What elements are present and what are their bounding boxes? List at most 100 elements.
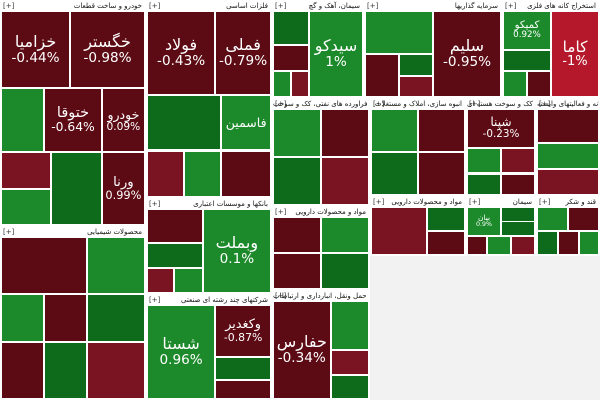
- expand-toggle[interactable]: [+]: [539, 198, 551, 206]
- stock-tile[interactable]: بیان 0.9%: [467, 207, 501, 236]
- stock-tile[interactable]: [174, 267, 203, 293]
- stock-tile[interactable]: وکغدیر -0.87%: [215, 305, 271, 357]
- stock-tile[interactable]: [215, 380, 271, 399]
- expand-toggle[interactable]: [+]: [149, 200, 161, 208]
- stock-tile[interactable]: کمیکو 0.92%: [503, 11, 551, 50]
- stock-tile[interactable]: [503, 49, 551, 72]
- sector-title[interactable]: محصولات شیمیایی: [1, 227, 145, 237]
- stock-tile[interactable]: [537, 143, 599, 170]
- stock-tile[interactable]: [527, 71, 551, 97]
- stock-tile[interactable]: [273, 11, 309, 46]
- stock-tile[interactable]: [147, 150, 185, 197]
- sector-title[interactable]: مواد و محصولات دارویی: [371, 197, 465, 207]
- stock-tile[interactable]: [321, 157, 369, 205]
- stock-tile[interactable]: [427, 231, 465, 255]
- stock-tile[interactable]: [467, 147, 501, 174]
- stock-tile[interactable]: خزامیا -0.44%: [1, 11, 71, 89]
- stock-tile[interactable]: [501, 221, 535, 236]
- expand-toggle[interactable]: [+]: [3, 2, 15, 10]
- expand-toggle[interactable]: [+]: [275, 292, 287, 300]
- stock-tile[interactable]: سیدکو 1%: [309, 11, 363, 97]
- sector-title[interactable]: خودرو و ساخت قطعات: [1, 1, 145, 11]
- sector-title[interactable]: سیمان: [467, 197, 535, 207]
- expand-toggle[interactable]: [+]: [505, 2, 517, 10]
- stock-tile[interactable]: [399, 75, 433, 97]
- stock-tile[interactable]: [87, 342, 145, 399]
- stock-tile[interactable]: [147, 94, 222, 151]
- stock-tile[interactable]: حفارس -0.34%: [273, 301, 331, 399]
- sector-title[interactable]: سیمان، آهک و گچ: [273, 1, 363, 11]
- stock-tile[interactable]: [147, 267, 175, 293]
- stock-tile[interactable]: [147, 242, 203, 268]
- stock-tile[interactable]: [221, 150, 271, 197]
- expand-toggle[interactable]: [+]: [373, 198, 385, 206]
- stock-tile[interactable]: [51, 152, 102, 225]
- stock-tile[interactable]: [273, 253, 321, 289]
- stock-tile[interactable]: [215, 356, 271, 381]
- sector-title[interactable]: انبوه سازی، املاک و مستغلات: [371, 99, 465, 109]
- sector-title[interactable]: سرمایه گذاریها: [365, 1, 501, 11]
- stock-tile[interactable]: [467, 173, 501, 195]
- stock-tile[interactable]: [537, 169, 599, 195]
- stock-tile[interactable]: [291, 71, 309, 97]
- stock-tile[interactable]: ورنا 0.99%: [101, 152, 145, 225]
- stock-tile[interactable]: وبملت 0.1%: [202, 209, 271, 293]
- stock-tile[interactable]: [1, 237, 88, 294]
- expand-toggle[interactable]: [+]: [275, 2, 287, 10]
- stock-tile[interactable]: [1, 342, 45, 399]
- stock-tile[interactable]: [568, 207, 599, 231]
- stock-tile[interactable]: [418, 152, 465, 195]
- sector-title[interactable]: فراورده های نفتی، کک و سوخت: [273, 99, 369, 109]
- sector-title[interactable]: استخراج کانه های فلزی: [503, 1, 599, 11]
- expand-toggle[interactable]: [+]: [149, 2, 161, 10]
- stock-tile[interactable]: [147, 209, 203, 243]
- stock-tile[interactable]: سلیم -0.95%: [433, 11, 501, 97]
- stock-tile[interactable]: [399, 54, 433, 76]
- stock-tile[interactable]: [184, 150, 222, 197]
- sector-title[interactable]: حمل ونقل، انبارداری و ارتباطات: [273, 291, 369, 301]
- stock-tile[interactable]: [578, 231, 599, 255]
- expand-toggle[interactable]: [+]: [367, 2, 379, 10]
- stock-tile[interactable]: [321, 253, 369, 289]
- expand-toggle[interactable]: [+]: [539, 100, 551, 108]
- stock-tile[interactable]: [418, 109, 465, 152]
- stock-tile[interactable]: خگستر -0.98%: [70, 11, 145, 89]
- stock-tile[interactable]: [273, 217, 321, 253]
- stock-tile[interactable]: ختوقا -0.64%: [44, 88, 102, 153]
- stock-tile[interactable]: [87, 293, 145, 343]
- stock-tile[interactable]: [273, 45, 309, 72]
- stock-tile[interactable]: [44, 293, 88, 343]
- stock-tile[interactable]: [511, 235, 535, 255]
- sector-title[interactable]: بانکها و موسسات اعتباری: [147, 199, 271, 209]
- stock-tile[interactable]: [501, 147, 535, 174]
- stock-tile[interactable]: [330, 301, 369, 350]
- stock-tile[interactable]: [330, 374, 369, 399]
- stock-tile[interactable]: [487, 235, 512, 255]
- stock-tile[interactable]: [537, 207, 568, 231]
- stock-tile[interactable]: [273, 157, 321, 205]
- stock-tile[interactable]: کاما -1%: [551, 11, 599, 97]
- stock-tile[interactable]: [537, 231, 559, 255]
- stock-tile[interactable]: [273, 71, 291, 97]
- stock-tile[interactable]: [321, 109, 369, 157]
- expand-toggle[interactable]: [+]: [275, 208, 287, 216]
- stock-tile[interactable]: [371, 152, 418, 195]
- stock-tile[interactable]: [371, 109, 418, 152]
- stock-tile[interactable]: شستا 0.96%: [147, 305, 216, 399]
- sector-title[interactable]: مواد و محصولات دارویی: [273, 207, 369, 217]
- stock-tile[interactable]: [427, 207, 465, 231]
- stock-tile[interactable]: [44, 342, 88, 399]
- stock-tile[interactable]: [503, 71, 527, 97]
- sector-title[interactable]: فلزات اساسی: [147, 1, 271, 11]
- stock-tile[interactable]: فولاد -0.43%: [147, 11, 216, 95]
- stock-tile[interactable]: [273, 109, 321, 157]
- sector-title[interactable]: قند و شکر: [537, 197, 599, 207]
- stock-tile[interactable]: [87, 237, 145, 294]
- sector-title[interactable]: فراورده های نفتی، کک و سوخت هسته ای: [467, 99, 535, 109]
- expand-toggle[interactable]: [+]: [149, 296, 161, 304]
- stock-tile[interactable]: [1, 188, 52, 225]
- stock-tile[interactable]: [321, 217, 369, 253]
- stock-tile[interactable]: [365, 54, 399, 97]
- expand-toggle[interactable]: [+]: [275, 100, 287, 108]
- stock-tile[interactable]: [1, 88, 45, 153]
